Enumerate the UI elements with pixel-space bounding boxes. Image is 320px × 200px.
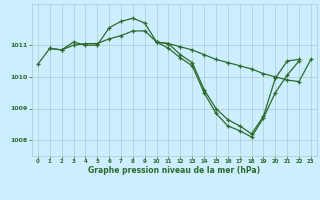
X-axis label: Graphe pression niveau de la mer (hPa): Graphe pression niveau de la mer (hPa) (88, 166, 260, 175)
